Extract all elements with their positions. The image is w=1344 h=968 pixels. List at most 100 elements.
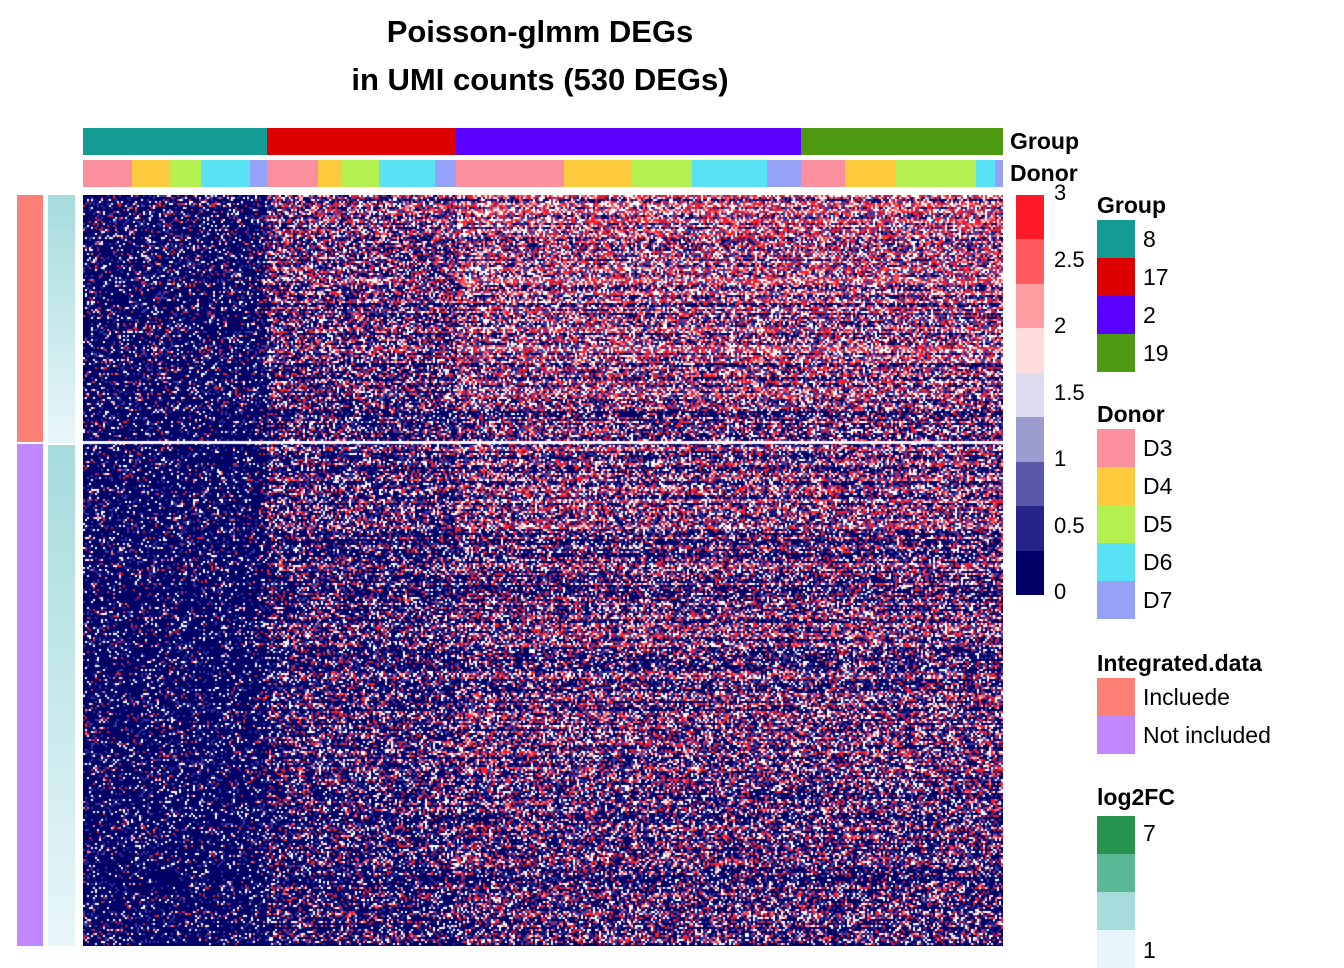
- integrated-data-legend-title: Integrated.data: [1097, 650, 1262, 676]
- donor-strip-label: Donor: [1010, 160, 1078, 186]
- donor-legend-swatch: [1097, 429, 1135, 467]
- integrated-segment-included: [17, 195, 43, 443]
- donor-segment-d4: [844, 160, 896, 187]
- group-legend-item: 17: [1097, 258, 1169, 296]
- log2fc-legend: log2FC 7 1: [1097, 782, 1297, 968]
- scale-step-7: [1016, 506, 1044, 551]
- integrated-segment-not-included: [17, 442, 43, 946]
- scale-step-8: [1016, 550, 1044, 595]
- scale-step-3: [1016, 328, 1044, 373]
- donor-annotation-strip: [83, 160, 1003, 187]
- group-legend-label: 2: [1143, 301, 1156, 328]
- group-legend-swatch: [1097, 296, 1135, 334]
- donor-segment-d4: [318, 160, 342, 187]
- scale-step-4: [1016, 372, 1044, 418]
- scale-tick-label: 2: [1054, 313, 1067, 338]
- log2fc-block-not-included: [48, 444, 75, 946]
- integrated-data-row-strip: [17, 195, 43, 946]
- scale-step-6: [1016, 461, 1044, 507]
- scale-tick-label: 1: [1054, 446, 1067, 471]
- donor-legend-item: D4: [1097, 467, 1172, 505]
- integrated-data-legend: Integrated.data Incluede Not included: [1097, 648, 1271, 754]
- scale-step-2: [1016, 283, 1044, 329]
- donor-segment-d7: [250, 160, 267, 187]
- scale-step-1: [1016, 239, 1044, 284]
- log2fc-legend-title: log2FC: [1097, 784, 1175, 810]
- group-legend: Group 8 17 2 19: [1097, 190, 1169, 372]
- group-legend-title: Group: [1097, 192, 1166, 218]
- donor-segment-d3: [455, 160, 565, 187]
- donor-legend-swatch: [1097, 467, 1135, 505]
- donor-segment-d3: [800, 160, 845, 187]
- group-strip-label: Group: [1010, 128, 1079, 154]
- donor-legend-label: D7: [1143, 586, 1173, 613]
- group-segment-17: [267, 128, 456, 155]
- donor-segment-d3: [83, 160, 132, 187]
- scale-tick-label: 2.5: [1054, 246, 1085, 272]
- donor-legend-item: D7: [1097, 581, 1172, 619]
- donor-segment-d4: [131, 160, 171, 187]
- log2fc-legend-tick: 1: [1143, 937, 1156, 963]
- donor-segment-d3: [266, 160, 319, 187]
- group-segment-8: [83, 128, 267, 155]
- group-legend-item: 2: [1097, 296, 1169, 334]
- group-legend-item: 8: [1097, 220, 1169, 258]
- donor-legend-label: D5: [1143, 510, 1173, 537]
- log2fc-row-strip: [48, 195, 75, 946]
- donor-legend-label: D6: [1143, 548, 1173, 575]
- chart-title-line-2: in UMI counts (530 DEGs): [351, 62, 729, 97]
- donor-segment-d7: [994, 160, 1003, 187]
- group-segment-2: [455, 128, 801, 155]
- chart-title-line-1: Poisson-glmm DEGs: [386, 14, 694, 49]
- scale-step-5: [1016, 417, 1044, 462]
- donor-segment-d5: [632, 160, 692, 187]
- donor-segment-d6: [691, 160, 768, 187]
- group-legend-swatch: [1097, 220, 1135, 258]
- donor-segment-d7: [435, 160, 456, 187]
- group-legend-item: 19: [1097, 334, 1169, 372]
- donor-legend: Donor D3 D4 D5 D6 D7: [1097, 399, 1172, 619]
- group-annotation-strip: [83, 128, 1003, 155]
- heatmap-body: [83, 195, 1003, 946]
- log2fc-legend-tick: 7: [1143, 820, 1156, 846]
- log2fc-legend-swatch: [1097, 930, 1135, 968]
- log2fc-block-included: [48, 195, 75, 443]
- donor-legend-label: D4: [1143, 472, 1173, 499]
- scale-step-0: [1016, 195, 1044, 240]
- scale-tick-label: 0.5: [1054, 512, 1085, 538]
- donor-legend-item: D5: [1097, 505, 1172, 543]
- donor-segment-d5: [170, 160, 201, 187]
- integrated-data-legend-label: Incluede: [1143, 683, 1230, 710]
- donor-legend-swatch: [1097, 543, 1135, 581]
- group-segment-19: [800, 128, 1003, 155]
- donor-legend-swatch: [1097, 505, 1135, 543]
- integrated-data-legend-item: Not included: [1097, 716, 1271, 754]
- donor-legend-swatch: [1097, 581, 1135, 619]
- donor-segment-d5: [895, 160, 977, 187]
- group-legend-label: 19: [1143, 339, 1169, 366]
- donor-segment-d6: [976, 160, 995, 187]
- donor-segment-d6: [200, 160, 251, 187]
- donor-segment-d6: [379, 160, 436, 187]
- integrated-data-legend-item: Incluede: [1097, 678, 1271, 716]
- donor-legend-item: D3: [1097, 429, 1172, 467]
- scale-tick-label: 1.5: [1054, 379, 1085, 405]
- integrated-data-legend-swatch: [1097, 678, 1135, 716]
- log2fc-legend-swatch: [1097, 892, 1135, 930]
- value-color-scale: [1016, 195, 1044, 595]
- integrated-data-legend-swatch: [1097, 716, 1135, 754]
- group-legend-label: 17: [1143, 263, 1169, 290]
- log2fc-legend-swatch: [1097, 854, 1135, 892]
- donor-segment-d7: [767, 160, 801, 187]
- group-legend-swatch: [1097, 334, 1135, 372]
- log2fc-legend-swatch: [1097, 816, 1135, 854]
- integrated-data-legend-label: Not included: [1143, 721, 1271, 748]
- scale-tick-label: 0: [1054, 579, 1067, 604]
- group-legend-label: 8: [1143, 225, 1156, 252]
- donor-legend-item: D6: [1097, 543, 1172, 581]
- group-legend-swatch: [1097, 258, 1135, 296]
- donor-legend-title: Donor: [1097, 401, 1165, 427]
- donor-legend-label: D3: [1143, 434, 1173, 461]
- donor-segment-d5: [341, 160, 380, 187]
- scale-tick-label: 3: [1054, 180, 1067, 205]
